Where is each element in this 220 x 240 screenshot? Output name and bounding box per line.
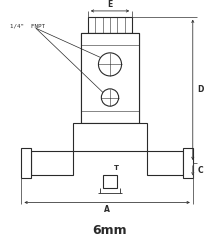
Bar (81, 33, 139, 123)
Bar (73, 123, 147, 151)
Bar (183, 148, 193, 178)
Text: E: E (107, 0, 113, 9)
Circle shape (101, 89, 119, 106)
Circle shape (99, 53, 121, 76)
Text: A: A (104, 205, 110, 214)
Bar (147, 151, 183, 174)
Bar (21, 148, 31, 178)
Text: C: C (198, 166, 203, 175)
Text: D: D (198, 85, 204, 94)
Bar (31, 151, 73, 174)
Bar (103, 174, 117, 188)
Bar (81, 33, 139, 123)
Text: 6mm: 6mm (93, 224, 127, 237)
Text: 1/4"  FNPT: 1/4" FNPT (10, 24, 45, 29)
Text: T: T (114, 165, 119, 171)
Bar (88, 17, 132, 33)
